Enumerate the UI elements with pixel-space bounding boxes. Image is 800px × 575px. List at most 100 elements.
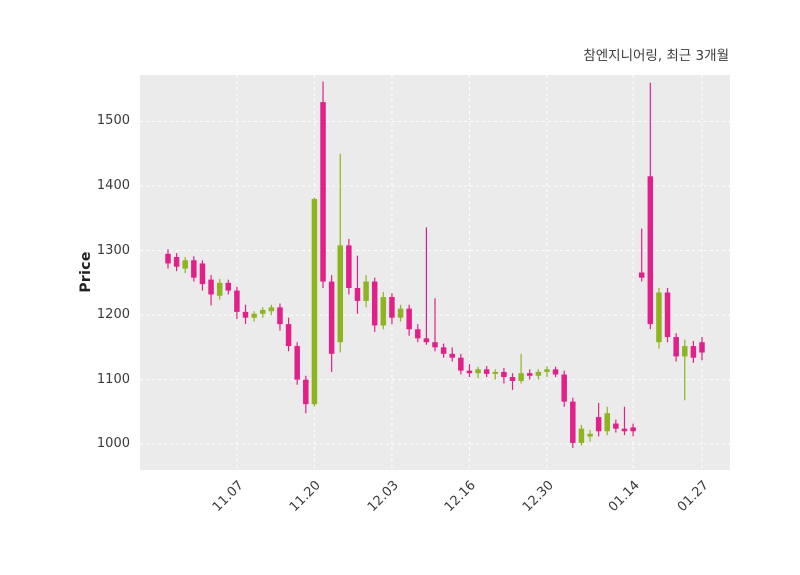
candle (251, 311, 257, 322)
candle (320, 81, 326, 288)
candle (234, 286, 240, 319)
candle-body (251, 313, 257, 318)
candle (268, 304, 275, 316)
candle-body (682, 346, 688, 357)
candle (647, 82, 654, 330)
candle-body (535, 371, 542, 376)
candle (311, 197, 318, 407)
candle-body (638, 272, 645, 278)
candle-body (458, 357, 464, 371)
candle-body (354, 287, 361, 301)
candle-body (613, 423, 619, 429)
candle (475, 366, 481, 379)
candle-body (216, 282, 223, 296)
candle (526, 369, 533, 380)
candle (199, 260, 206, 291)
candle (578, 424, 585, 446)
candle-body (630, 427, 636, 432)
candle-body (208, 279, 214, 295)
candle (449, 347, 455, 362)
candle (328, 275, 335, 372)
candle-body (578, 428, 585, 443)
candle (303, 375, 309, 414)
candle-body (371, 281, 378, 326)
candle (225, 279, 232, 295)
candle (277, 303, 283, 331)
candle (423, 227, 430, 345)
candle-body (656, 292, 662, 343)
candle (182, 257, 188, 274)
candle (173, 253, 180, 272)
candle-body (509, 377, 516, 381)
candle (191, 256, 197, 282)
candle (613, 419, 619, 433)
candle (406, 304, 412, 336)
candle (492, 369, 499, 380)
candle (363, 275, 369, 308)
candle (535, 369, 542, 380)
candle-body (475, 369, 481, 374)
candle-body (294, 346, 300, 380)
candle (621, 406, 628, 436)
candle (544, 366, 550, 378)
candle-body (647, 176, 654, 325)
candle-body (595, 417, 602, 432)
candle-body (518, 373, 524, 381)
candle (397, 304, 404, 322)
candle-body (483, 369, 490, 374)
y-tick-label: 1400 (96, 178, 130, 193)
candle (208, 275, 214, 306)
candle (483, 366, 490, 378)
candle-body (406, 308, 412, 330)
candle-body (225, 282, 232, 291)
candle-body (561, 374, 567, 402)
candle (337, 153, 344, 353)
candle-body (328, 281, 335, 354)
candle-body (570, 401, 576, 443)
candle-body (397, 308, 404, 318)
candle (432, 298, 438, 352)
candle (415, 324, 421, 343)
chart-title: 참엔지니어링, 최근 3개월 (583, 48, 729, 64)
y-tick-label: 1300 (96, 242, 130, 258)
candle (501, 368, 507, 384)
candle-body (690, 346, 697, 358)
candle (216, 278, 223, 300)
candle (690, 340, 697, 363)
candle-body (380, 297, 387, 326)
candle-body (673, 337, 679, 357)
candle-body (199, 263, 206, 285)
candle (294, 342, 300, 385)
candle (165, 249, 171, 269)
candle (682, 339, 688, 401)
candle (518, 353, 524, 384)
candle (699, 337, 705, 361)
candle-body (285, 324, 292, 347)
candle (371, 277, 378, 332)
candle-body (173, 257, 180, 267)
candle-body (544, 369, 550, 372)
candle (440, 343, 447, 358)
candle-body (337, 245, 344, 343)
candle (552, 366, 559, 378)
candle-body (423, 338, 430, 343)
candle (595, 402, 602, 437)
candle (509, 373, 516, 390)
candle (354, 255, 361, 314)
candle-body (277, 307, 283, 325)
candle-body (191, 260, 197, 278)
plot-background (140, 75, 730, 470)
candle (466, 364, 473, 378)
candle (604, 406, 611, 436)
candle-body (242, 311, 249, 318)
candle (285, 317, 292, 352)
candle-body (552, 369, 559, 375)
y-axis-label: Price (78, 251, 94, 293)
candle (587, 429, 593, 442)
candle-body (268, 307, 275, 312)
candle-body (449, 353, 455, 358)
candle-body (303, 379, 309, 405)
candle-body (432, 342, 438, 348)
